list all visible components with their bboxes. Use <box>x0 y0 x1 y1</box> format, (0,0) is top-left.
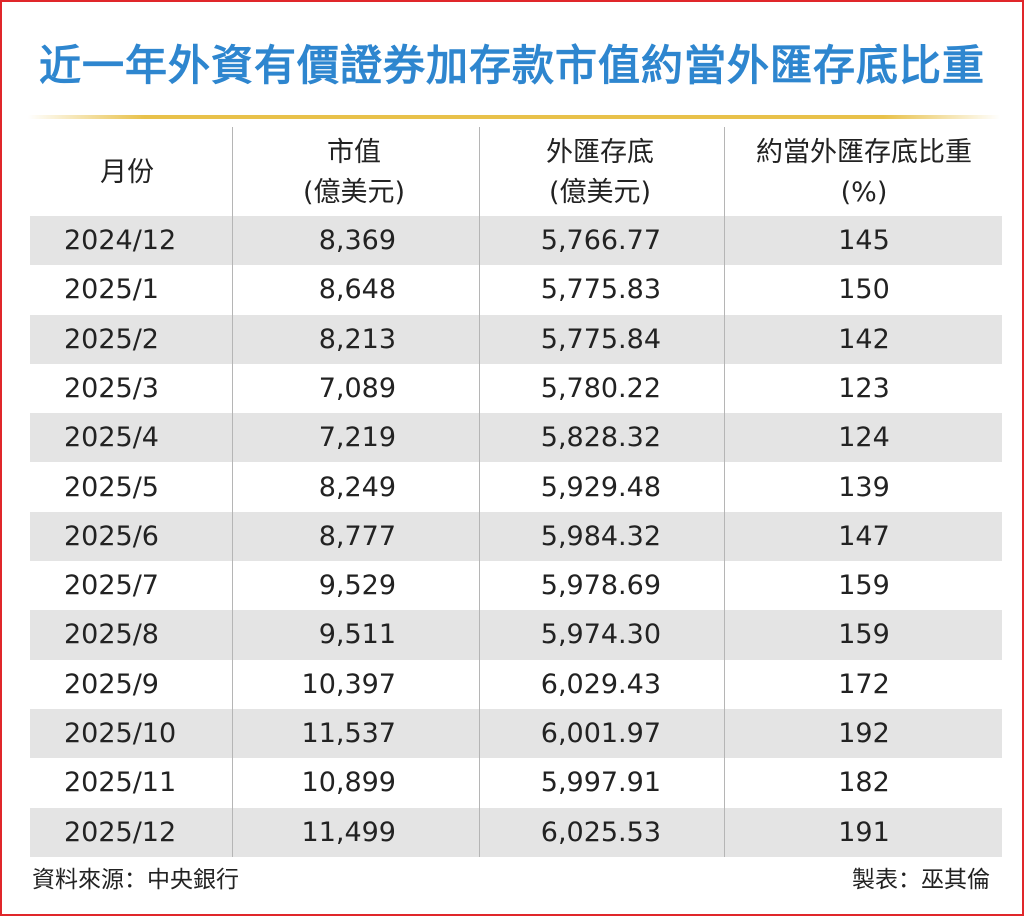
table-cell: 2025/9 <box>64 668 159 700</box>
table-cell: 5,974.30 <box>540 619 661 651</box>
table-cell: 172 <box>838 668 890 700</box>
table-cell: 7,219 <box>318 422 396 454</box>
table-cell: 10,899 <box>301 767 396 799</box>
column-divider <box>479 127 480 857</box>
table-cell: 2025/1 <box>64 274 159 306</box>
table-cell: 8,648 <box>318 274 396 306</box>
table-cell: 5,984.32 <box>540 520 661 552</box>
table-cell: 5,997.91 <box>540 767 661 799</box>
table-cell: 191 <box>838 816 890 848</box>
table-cell: 8,213 <box>318 323 396 355</box>
table-cell: 192 <box>838 718 890 749</box>
row-band <box>30 314 1002 364</box>
table-cell: 5,766.77 <box>540 225 661 256</box>
table-cell: 11,499 <box>301 816 396 848</box>
table-cell: 2024/12 <box>64 225 177 256</box>
table-cell: 2025/4 <box>64 422 159 454</box>
table-cell: 2025/11 <box>64 767 177 799</box>
table-cell: 10,397 <box>301 668 396 700</box>
table-cell: 2025/10 <box>64 718 177 749</box>
table-cell: 2025/6 <box>64 520 159 552</box>
table-cell: 9,529 <box>318 570 396 602</box>
header-cell: (%) <box>840 177 888 208</box>
table-cell: 6,029.43 <box>540 668 661 700</box>
author: 製表：巫其倫 <box>852 867 990 893</box>
header-cell: (億美元) <box>548 177 652 208</box>
table-cell: 2025/5 <box>64 471 159 503</box>
table-cell: 8,369 <box>318 225 396 256</box>
table-cell: 5,929.48 <box>540 471 661 503</box>
row-band <box>30 413 1002 463</box>
header-cell: (億美元) <box>302 177 406 208</box>
row-band <box>30 807 1002 857</box>
column-divider <box>724 127 725 857</box>
table-cell: 139 <box>838 471 890 503</box>
table-cell: 8,777 <box>318 520 396 552</box>
title-rule <box>28 115 1000 119</box>
row-band <box>30 610 1002 660</box>
table-cell: 5,828.32 <box>540 422 661 454</box>
table-cell: 5,775.84 <box>540 323 661 355</box>
table-cell: 6,001.97 <box>540 718 661 749</box>
table-cell: 6,025.53 <box>540 816 661 848</box>
table-cell: 142 <box>838 323 890 355</box>
table-cell: 8,249 <box>318 471 396 503</box>
header-cell: 外匯存底 <box>546 137 654 168</box>
table-cell: 2025/3 <box>64 372 159 404</box>
table-cell: 182 <box>838 767 890 799</box>
header-cell: 月份 <box>100 157 154 188</box>
column-divider <box>232 127 233 857</box>
table-cell: 5,978.69 <box>540 570 661 602</box>
table-cell: 2025/2 <box>64 323 159 355</box>
source: 資料來源：中央銀行 <box>32 867 239 893</box>
table-cell: 9,511 <box>318 619 396 651</box>
table-cell: 124 <box>838 422 890 454</box>
title: 近一年外資有價證券加存款市值約當外匯存底比重 <box>38 41 985 90</box>
header-cell: 市值 <box>327 137 381 168</box>
table-cell: 2025/12 <box>64 816 177 848</box>
table-cell: 147 <box>838 520 890 552</box>
table-cell: 11,537 <box>301 718 396 749</box>
table-cell: 159 <box>838 570 890 602</box>
table-cell: 5,780.22 <box>540 372 661 404</box>
table-cell: 145 <box>838 225 890 256</box>
table-cell: 2025/8 <box>64 619 159 651</box>
table-cell: 7,089 <box>318 372 396 404</box>
table-cell: 5,775.83 <box>540 274 661 306</box>
row-band <box>30 511 1002 562</box>
row-band <box>30 216 1002 266</box>
header-cell: 約當外匯存底比重 <box>756 137 972 168</box>
table-cell: 123 <box>838 372 890 404</box>
row-band <box>30 709 1002 759</box>
table-cell: 159 <box>838 619 890 651</box>
table-cell: 150 <box>838 274 890 306</box>
table-cell: 2025/7 <box>64 570 159 602</box>
